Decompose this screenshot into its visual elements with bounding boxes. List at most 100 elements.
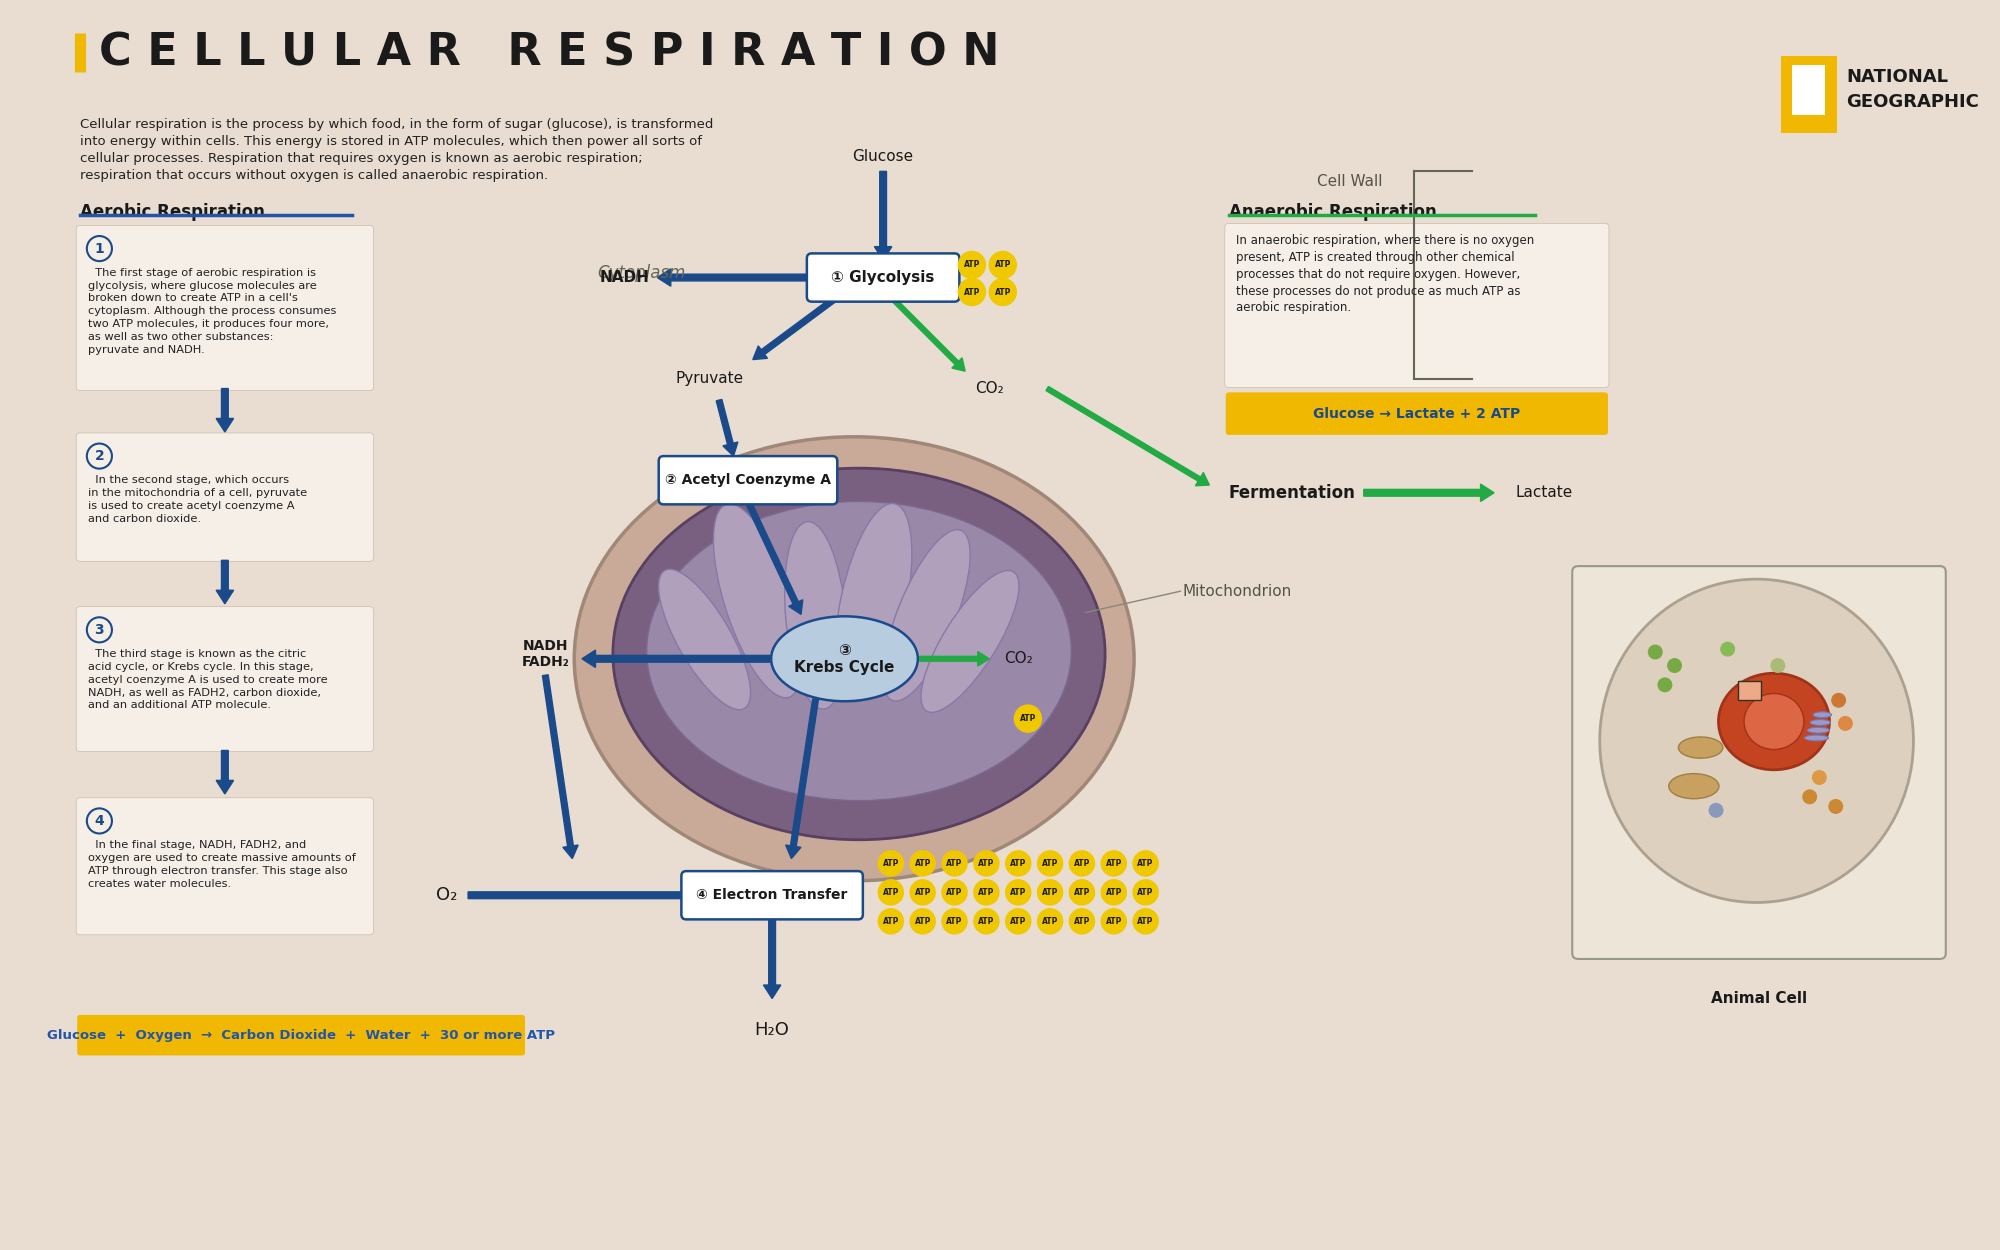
Text: Cell Wall: Cell Wall [1318,174,1382,189]
Text: GEOGRAPHIC: GEOGRAPHIC [1846,92,1980,111]
Text: ATP: ATP [1138,859,1154,868]
Text: ② Acetyl Coenzyme A: ② Acetyl Coenzyme A [664,474,830,488]
FancyBboxPatch shape [682,871,862,920]
Ellipse shape [1744,694,1804,750]
Ellipse shape [1678,738,1722,759]
Circle shape [1038,909,1062,934]
Text: ATP: ATP [1106,916,1122,926]
Circle shape [878,851,904,876]
FancyBboxPatch shape [76,225,374,390]
Ellipse shape [1810,720,1830,725]
Text: Glucose: Glucose [852,150,914,165]
Circle shape [1102,880,1126,905]
FancyBboxPatch shape [806,254,960,301]
Text: ATP: ATP [1042,888,1058,896]
FancyBboxPatch shape [1224,224,1608,388]
FancyArrow shape [892,298,966,371]
Text: Fermentation: Fermentation [1228,484,1356,501]
Text: Anaerobic Respiration: Anaerobic Respiration [1228,204,1436,221]
Circle shape [974,880,998,905]
FancyArrow shape [920,651,990,666]
Circle shape [1134,851,1158,876]
Text: The third stage is known as the citric
acid cycle, or Krebs cycle. In this stage: The third stage is known as the citric a… [88,649,328,710]
Text: ATP: ATP [882,888,900,896]
Text: C E L L U L A R   R E S P I R A T I O N: C E L L U L A R R E S P I R A T I O N [100,31,1000,74]
Text: 2: 2 [94,449,104,462]
Text: ATP: ATP [978,916,994,926]
Text: ATP: ATP [1138,916,1154,926]
Text: ATP: ATP [994,260,1010,270]
Text: ATP: ATP [978,859,994,868]
Text: ATP: ATP [964,288,980,296]
Circle shape [878,909,904,934]
Ellipse shape [612,469,1106,840]
Circle shape [1832,694,1846,708]
Text: ATP: ATP [946,859,962,868]
Circle shape [1102,909,1126,934]
Text: ATP: ATP [1042,916,1058,926]
FancyArrow shape [658,269,810,286]
Text: NADH
FADH₂: NADH FADH₂ [522,639,570,669]
Text: ATP: ATP [1074,859,1090,868]
Circle shape [1802,790,1816,804]
FancyBboxPatch shape [658,456,838,504]
FancyBboxPatch shape [1226,392,1608,435]
Text: ATP: ATP [946,916,962,926]
Text: Lactate: Lactate [1516,485,1572,500]
Text: In anaerobic respiration, where there is no oxygen
present, ATP is created throu: In anaerobic respiration, where there is… [1236,234,1534,314]
Text: ATP: ATP [882,859,900,868]
Text: ③
Krebs Cycle: ③ Krebs Cycle [794,642,894,675]
Circle shape [974,909,998,934]
Circle shape [1812,771,1826,784]
FancyArrow shape [764,916,780,999]
Text: ATP: ATP [1106,888,1122,896]
Text: ATP: ATP [1106,859,1122,868]
FancyArrow shape [1046,386,1210,486]
Text: ATP: ATP [946,888,962,896]
Text: Pyruvate: Pyruvate [676,371,744,386]
Text: ATP: ATP [1020,714,1036,722]
FancyBboxPatch shape [1792,65,1826,115]
Text: H₂O: H₂O [754,1021,790,1039]
Text: ATP: ATP [1074,916,1090,926]
Text: CO₂: CO₂ [974,381,1004,396]
Circle shape [942,851,968,876]
Circle shape [990,251,1016,279]
Circle shape [1772,659,1784,672]
FancyBboxPatch shape [1572,566,1946,959]
Circle shape [942,880,968,905]
Text: O₂: O₂ [436,886,458,904]
Text: ATP: ATP [1138,888,1154,896]
Circle shape [1070,880,1094,905]
FancyBboxPatch shape [76,432,374,561]
Text: NADH: NADH [600,270,650,285]
FancyArrow shape [216,389,234,432]
Circle shape [1070,851,1094,876]
Text: ATP: ATP [914,859,930,868]
Circle shape [1134,909,1158,934]
Circle shape [910,909,936,934]
Circle shape [1038,880,1062,905]
Circle shape [1648,645,1662,659]
Circle shape [1038,851,1062,876]
Ellipse shape [646,501,1072,801]
Text: ④ Electron Transfer: ④ Electron Transfer [696,889,848,902]
Circle shape [910,851,936,876]
Ellipse shape [772,616,918,701]
Text: ATP: ATP [994,288,1010,296]
Circle shape [958,251,986,279]
Circle shape [1006,851,1030,876]
Ellipse shape [784,521,846,709]
Text: ATP: ATP [1010,859,1026,868]
FancyArrow shape [582,650,770,668]
Text: In the second stage, which occurs
in the mitochondria of a cell, pyruvate
is use: In the second stage, which occurs in the… [88,475,306,524]
FancyArrow shape [542,675,578,859]
FancyArrow shape [874,171,892,260]
Circle shape [1668,659,1682,672]
FancyBboxPatch shape [76,606,374,751]
Ellipse shape [1718,674,1830,770]
FancyBboxPatch shape [78,1015,526,1055]
Text: Animal Cell: Animal Cell [1712,991,1808,1006]
Text: In the final stage, NADH, FADH2, and
oxygen are used to create massive amounts o: In the final stage, NADH, FADH2, and oxy… [88,840,356,889]
FancyArrow shape [216,560,234,604]
